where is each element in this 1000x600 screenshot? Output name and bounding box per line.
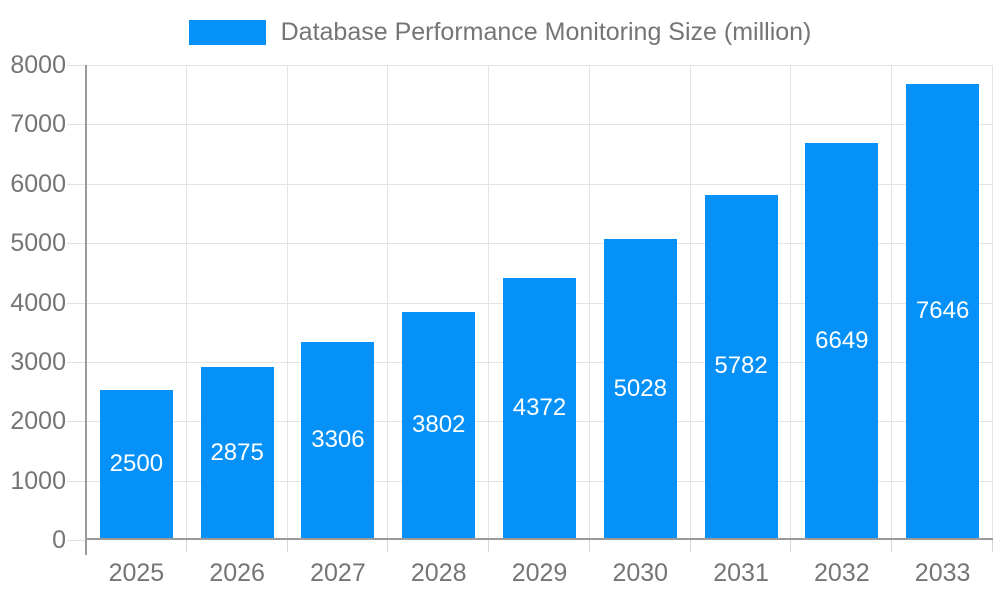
- bar-value-label: 5782: [714, 352, 768, 380]
- bar-2031[interactable]: 5782: [704, 194, 778, 538]
- y-axis-tick: [67, 361, 86, 363]
- y-axis-tick: [67, 540, 86, 541]
- y-axis-tick: [67, 124, 86, 126]
- y-tick-label: 1000: [10, 466, 66, 495]
- x-axis-tick: [488, 540, 490, 552]
- y-tick-label: 2000: [10, 407, 66, 436]
- gridline-vertical: [488, 65, 490, 540]
- bar-value-label: 3306: [311, 425, 365, 453]
- gridline-horizontal: [86, 243, 993, 245]
- y-axis-tick: [67, 65, 86, 66]
- bar-value-label: 6649: [815, 326, 869, 354]
- x-tick-label: 2031: [713, 559, 769, 587]
- x-tick-label: 2033: [914, 559, 971, 587]
- legend-swatch-icon: [188, 20, 266, 45]
- y-tick-label: 3000: [10, 347, 66, 376]
- legend-label: Database Performance Monitoring Size (mi…: [280, 18, 812, 46]
- y-axis-tick: [67, 480, 86, 482]
- x-axis-tick: [790, 540, 792, 552]
- bar-2026[interactable]: 2875: [200, 367, 274, 538]
- y-tick-label: 8000: [10, 51, 66, 79]
- x-tick-label: 2028: [410, 559, 467, 587]
- bar-value-label: 2500: [109, 449, 164, 477]
- x-axis-tick: [185, 540, 187, 552]
- gridline-horizontal: [86, 124, 993, 126]
- bar-value-label: 3802: [412, 411, 466, 439]
- x-axis-tick: [992, 540, 993, 552]
- gridline-vertical: [992, 65, 993, 540]
- x-axis-line: [86, 538, 993, 540]
- plot-area: 2500 2875 3306 3802 4372 5028 5782 6649 7646: [67, 65, 993, 555]
- y-tick-label: 0: [52, 526, 66, 554]
- y-axis-tick: [67, 183, 86, 185]
- bar-value-label: 2875: [210, 438, 264, 466]
- gridline-vertical: [185, 65, 187, 540]
- bar-2029[interactable]: 4372: [503, 278, 576, 538]
- bar-2025[interactable]: 2500: [99, 389, 173, 538]
- y-axis-tick: [67, 243, 86, 245]
- y-tick-label: 5000: [10, 229, 66, 258]
- gridline-vertical: [790, 65, 792, 540]
- bar-2028[interactable]: 3802: [402, 312, 476, 538]
- y-axis-tick: [67, 421, 86, 423]
- bar-value-label: 7646: [915, 297, 970, 325]
- x-axis-tick: [387, 540, 389, 552]
- gridline-vertical: [588, 65, 590, 540]
- x-axis-tick: [891, 540, 893, 552]
- x-tick-label: 2026: [209, 559, 265, 587]
- gridline-horizontal: [86, 183, 993, 185]
- y-axis-tick: [67, 302, 86, 304]
- x-axis-tick: [588, 540, 590, 552]
- x-tick-label: 2025: [108, 559, 165, 587]
- gridline-vertical: [286, 65, 288, 540]
- x-tick-label: 2032: [814, 559, 870, 587]
- gridline-vertical: [387, 65, 389, 540]
- bar-value-label: 5028: [613, 374, 667, 402]
- x-axis-tick: [286, 540, 288, 552]
- x-tick-label: 2029: [511, 559, 568, 587]
- bar-2030[interactable]: 5028: [603, 239, 677, 538]
- gridline-vertical: [891, 65, 893, 540]
- gridline-vertical: [689, 65, 691, 540]
- y-tick-label: 4000: [10, 288, 66, 317]
- legend[interactable]: Database Performance Monitoring Size (mi…: [0, 18, 1000, 47]
- bar-value-label: 4372: [512, 394, 567, 422]
- gridline-horizontal: [86, 65, 993, 66]
- y-tick-label: 7000: [10, 110, 66, 139]
- x-tick-label: 2027: [310, 559, 366, 587]
- bar-2033[interactable]: 7646: [906, 84, 980, 538]
- bar-2027[interactable]: 3306: [301, 341, 375, 538]
- y-axis-line: [85, 65, 87, 555]
- bar-2032[interactable]: 6649: [805, 143, 879, 538]
- x-axis-tick: [689, 540, 691, 552]
- x-tick-label: 2030: [612, 559, 669, 587]
- y-tick-label: 6000: [10, 169, 66, 198]
